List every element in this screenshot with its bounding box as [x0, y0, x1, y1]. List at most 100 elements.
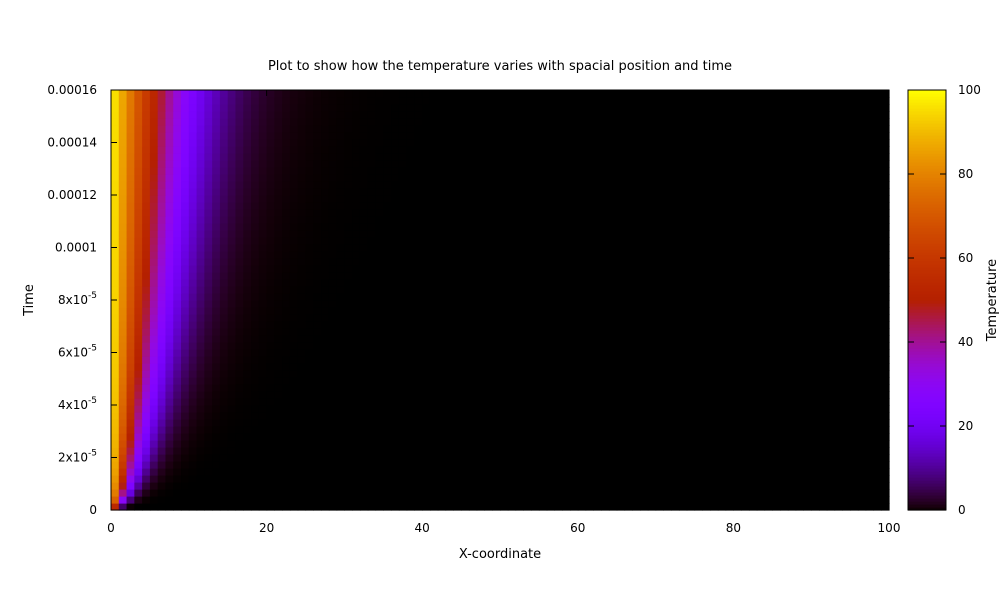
- heatmap-cell: [484, 349, 493, 357]
- heatmap-cell: [266, 419, 275, 427]
- heatmap-cell: [282, 328, 291, 336]
- heatmap-cell: [305, 181, 314, 189]
- heatmap-cell: [111, 419, 120, 427]
- heatmap-cell: [204, 258, 213, 266]
- heatmap-cell: [678, 391, 688, 399]
- heatmap-cell: [468, 174, 478, 182]
- heatmap-cell: [196, 314, 205, 322]
- heatmap-cell: [515, 314, 524, 322]
- heatmap-cell: [126, 223, 135, 231]
- heatmap-cell: [616, 419, 626, 427]
- heatmap-cell: [266, 426, 275, 434]
- heatmap-cell: [834, 503, 843, 511]
- heatmap-cell: [818, 307, 828, 315]
- heatmap-cell: [429, 258, 439, 266]
- heatmap-cell: [336, 307, 345, 315]
- heatmap-cell: [437, 489, 447, 497]
- heatmap-cell: [173, 384, 182, 392]
- heatmap-cell: [772, 384, 781, 392]
- heatmap-cell: [188, 321, 198, 329]
- heatmap-cell: [414, 384, 423, 392]
- heatmap-cell: [780, 272, 789, 280]
- heatmap-cell: [585, 265, 594, 273]
- heatmap-cell: [196, 251, 205, 259]
- heatmap-cell: [803, 342, 812, 350]
- heatmap-cell: [811, 237, 820, 245]
- heatmap-cell: [251, 181, 260, 189]
- heatmap-cell: [289, 503, 299, 511]
- heatmap-cell: [772, 433, 781, 441]
- heatmap-cell: [188, 335, 198, 343]
- heatmap-cell: [173, 377, 182, 385]
- heatmap-cell: [842, 342, 851, 350]
- heatmap-cell: [297, 321, 307, 329]
- heatmap-cell: [694, 174, 703, 182]
- heatmap-cell: [227, 349, 237, 357]
- heatmap-cell: [733, 405, 742, 413]
- heatmap-cell: [305, 405, 314, 413]
- heatmap-cell: [344, 447, 353, 455]
- heatmap-cell: [391, 188, 400, 196]
- heatmap-cell: [748, 461, 758, 469]
- heatmap-cell: [780, 489, 789, 497]
- heatmap-cell: [678, 258, 688, 266]
- heatmap-cell: [422, 405, 431, 413]
- heatmap-cell: [671, 475, 680, 483]
- heatmap-cell: [772, 293, 781, 301]
- heatmap-cell: [476, 475, 486, 483]
- heatmap-cell: [640, 447, 649, 455]
- heatmap-cell: [702, 230, 711, 238]
- heatmap-cell: [173, 328, 182, 336]
- heatmap-cell: [865, 426, 875, 434]
- heatmap-cell: [359, 251, 369, 259]
- heatmap-cell: [671, 321, 680, 329]
- heatmap-cell: [344, 321, 353, 329]
- heatmap-cell: [818, 412, 828, 420]
- heatmap-cell: [562, 251, 571, 259]
- heatmap-cell: [437, 279, 447, 287]
- heatmap-cell: [585, 328, 594, 336]
- heatmap-cell: [577, 216, 587, 224]
- heatmap-cell: [640, 349, 649, 357]
- heatmap-cell: [492, 342, 501, 350]
- heatmap-cell: [414, 314, 423, 322]
- heatmap-cell: [640, 440, 649, 448]
- heatmap-cell: [741, 258, 750, 266]
- heatmap-cell: [756, 335, 766, 343]
- heatmap-cell: [748, 335, 758, 343]
- heatmap-cell: [647, 244, 657, 252]
- heatmap-cell: [811, 160, 820, 168]
- heatmap-cell: [523, 237, 532, 245]
- heatmap-cell: [624, 272, 633, 280]
- heatmap-cell: [500, 160, 509, 168]
- heatmap-cell: [663, 195, 672, 203]
- heatmap-cell: [375, 489, 384, 497]
- heatmap-cell: [165, 461, 174, 469]
- heatmap-cell: [445, 174, 454, 182]
- heatmap-cell: [500, 398, 509, 406]
- heatmap-cell: [640, 216, 649, 224]
- heatmap-cell: [422, 475, 431, 483]
- heatmap-cell: [647, 258, 657, 266]
- heatmap-cell: [126, 195, 135, 203]
- heatmap-cell: [321, 412, 330, 420]
- heatmap-cell: [367, 335, 377, 343]
- heatmap-cell: [445, 251, 454, 259]
- heatmap-cell: [274, 475, 283, 483]
- heatmap-cell: [429, 300, 439, 308]
- heatmap-cell: [406, 489, 416, 497]
- heatmap-cell: [165, 160, 174, 168]
- heatmap-cell: [857, 496, 867, 504]
- heatmap-cell: [414, 433, 423, 441]
- heatmap-cell: [546, 475, 556, 483]
- heatmap-cell: [616, 335, 626, 343]
- heatmap-cell: [181, 293, 190, 301]
- heatmap-cell: [235, 223, 244, 231]
- heatmap-cell: [212, 216, 221, 224]
- heatmap-cell: [873, 195, 882, 203]
- heatmap-cell: [359, 307, 369, 315]
- heatmap-cell: [818, 391, 828, 399]
- heatmap-cell: [165, 195, 174, 203]
- heatmap-cell: [686, 377, 696, 385]
